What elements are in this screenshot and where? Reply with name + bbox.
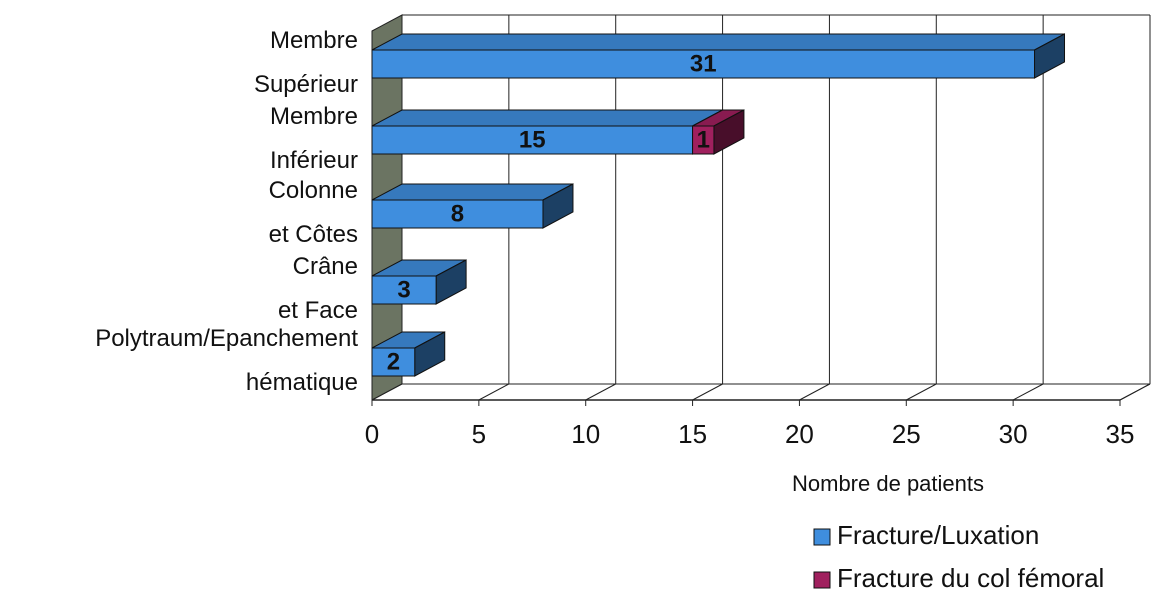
floor-grid-line bbox=[799, 383, 830, 401]
bar bbox=[371, 183, 574, 229]
bar bbox=[371, 109, 724, 155]
data-label: 3 bbox=[397, 276, 410, 303]
y-tick-label-line: Inférieur bbox=[270, 147, 358, 174]
bar bbox=[371, 331, 446, 377]
y-tick-label-line: Crâne bbox=[293, 253, 358, 280]
x-tick-label: 30 bbox=[999, 419, 1028, 449]
x-tick-label: 10 bbox=[571, 419, 600, 449]
bar bbox=[371, 259, 467, 305]
x-tick-label: 0 bbox=[365, 419, 379, 449]
bar-top bbox=[371, 183, 574, 201]
y-tick-label-line: Colonne bbox=[269, 177, 358, 204]
y-tick-label: Colonne et Côtes bbox=[269, 177, 358, 248]
legend-label: Fracture/Luxation bbox=[837, 520, 1039, 550]
data-label: 1 bbox=[697, 126, 710, 153]
y-tick-label-line: Membre bbox=[270, 103, 358, 130]
y-tick-label-line: Membre bbox=[270, 27, 358, 54]
x-tick-label: 5 bbox=[472, 419, 486, 449]
bar-top bbox=[371, 109, 723, 127]
data-label: 8 bbox=[451, 200, 464, 227]
floor-grid-line bbox=[906, 383, 937, 401]
legend-swatch bbox=[813, 528, 831, 546]
y-tick-label: Membre Inférieur bbox=[270, 103, 358, 174]
floor-grid-line bbox=[478, 383, 510, 401]
bar-front bbox=[371, 275, 437, 305]
y-tick-label-line: Supérieur bbox=[254, 71, 358, 98]
y-tick-label-line: et Côtes bbox=[269, 221, 358, 248]
y-tick-label: Polytraum/Epanchement hématique bbox=[95, 325, 358, 396]
x-tick-label: 35 bbox=[1106, 419, 1135, 449]
floor-grid-line bbox=[1012, 383, 1044, 401]
floor-grid-line bbox=[692, 383, 723, 401]
x-axis-label: Nombre de patients bbox=[792, 471, 984, 496]
data-label: 15 bbox=[519, 126, 546, 153]
bar-top bbox=[371, 33, 1065, 51]
bar-front bbox=[371, 347, 416, 377]
bar-front bbox=[371, 49, 1036, 79]
x-tick-label: 15 bbox=[678, 419, 707, 449]
y-tick-label: Membre Supérieur bbox=[254, 27, 358, 98]
y-tick-label-line: Polytraum/Epanchement bbox=[95, 325, 358, 352]
legend-label: Fracture du col fémoral bbox=[837, 563, 1104, 593]
x-tick-label: 25 bbox=[892, 419, 921, 449]
legend-swatch bbox=[813, 571, 831, 589]
bar bbox=[692, 109, 745, 155]
y-tick-label-line: et Face bbox=[278, 297, 358, 324]
y-tick-label: Crâne et Face bbox=[278, 253, 358, 324]
floor-grid-line bbox=[1119, 383, 1151, 401]
floor-grid-line bbox=[371, 383, 403, 401]
data-label: 2 bbox=[387, 348, 400, 375]
data-label: 31 bbox=[690, 50, 717, 77]
floor-grid-line bbox=[585, 383, 616, 401]
bar bbox=[371, 33, 1066, 79]
x-tick-label: 20 bbox=[785, 419, 814, 449]
bar-front bbox=[371, 199, 544, 229]
y-tick-label-line: hématique bbox=[246, 369, 358, 396]
bar-front bbox=[692, 125, 715, 155]
